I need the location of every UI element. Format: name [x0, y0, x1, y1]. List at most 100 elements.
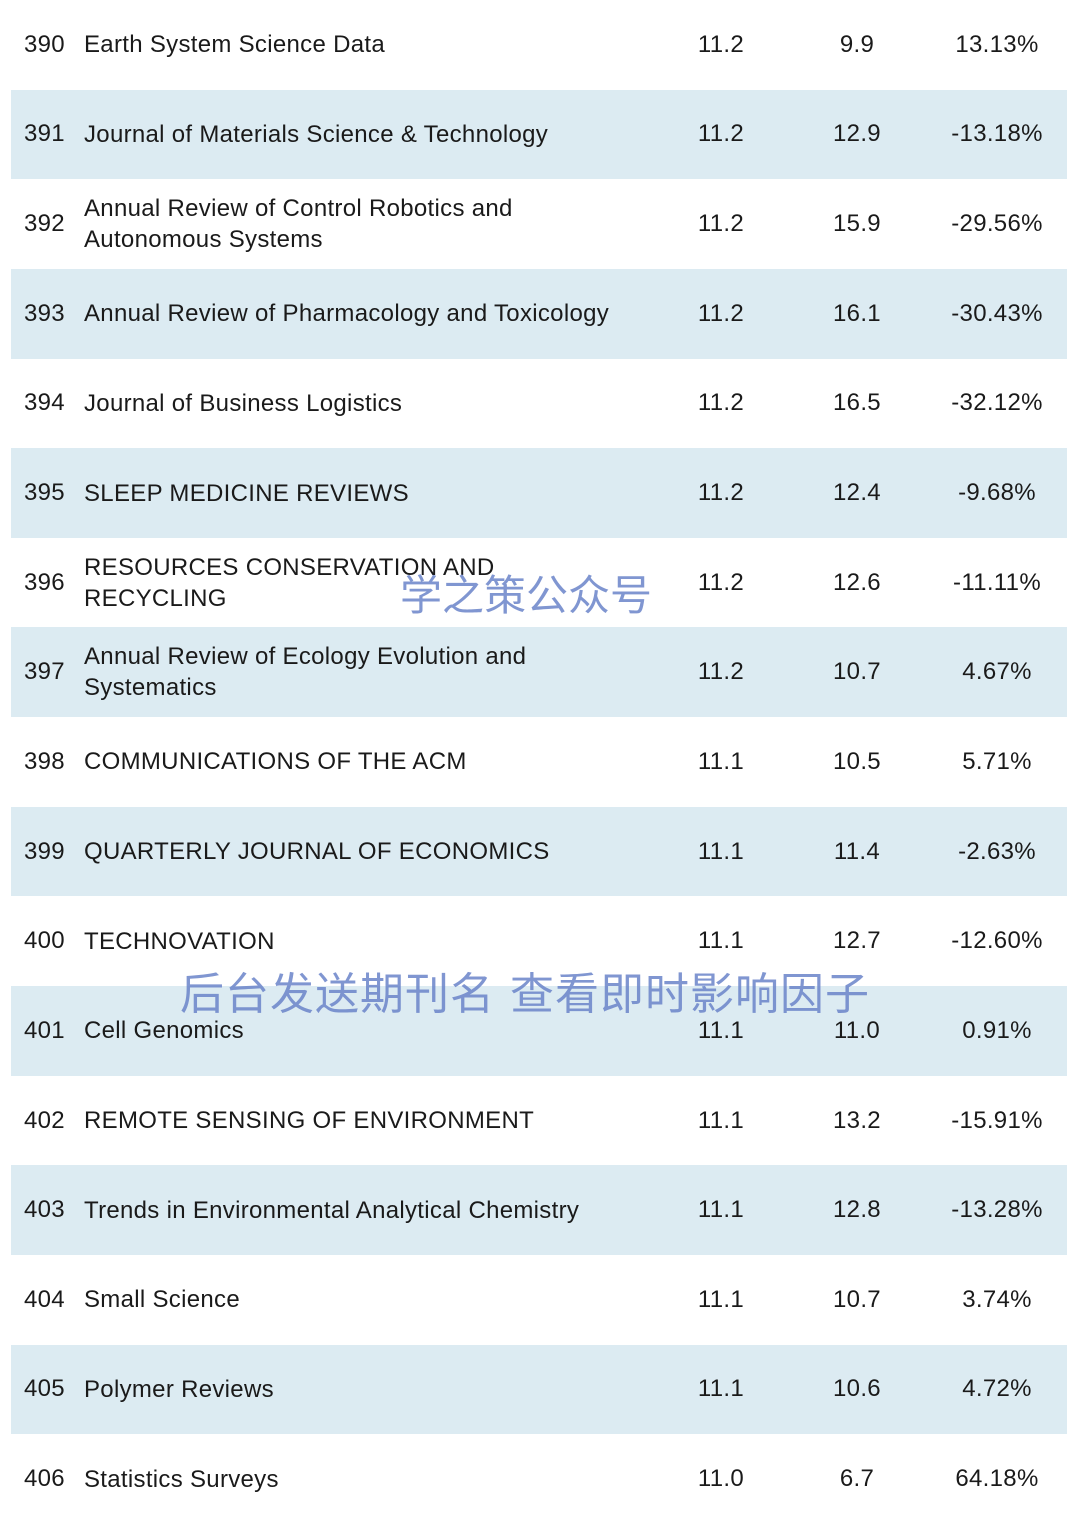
impact-factor-previous-cell: 15.9: [833, 210, 881, 238]
journal-name-cell: RESOURCES CONSERVATION AND RECYCLING: [84, 553, 495, 612]
journal-table: 390 Earth System Science Data 11.2 9.9 1…: [11, 0, 1067, 1524]
impact-factor-current-cell: 11.1: [697, 927, 745, 955]
impact-factor-current-cell: 11.2: [697, 30, 745, 58]
impact-factor-previous-cell: 12.4: [833, 479, 881, 507]
impact-factor-previous-cell: 9.9: [839, 30, 875, 58]
journal-name-cell: Annual Review of Control Robotics and Au…: [84, 195, 513, 254]
change-percent-cell: 64.18%: [955, 1465, 1039, 1493]
impact-factor-current-cell: 11.2: [697, 568, 745, 596]
change-percent-cell: -32.12%: [951, 389, 1043, 417]
impact-factor-current-cell: 11.0: [697, 1465, 745, 1493]
impact-factor-current-cell: 11.1: [697, 837, 745, 865]
rank-cell: 390: [24, 30, 65, 58]
change-percent-cell: -15.91%: [951, 1106, 1043, 1134]
impact-factor-current-cell: 11.2: [697, 210, 745, 238]
journal-name-cell: Small Science: [84, 1286, 240, 1314]
impact-factor-current-cell: 11.2: [697, 120, 745, 148]
impact-factor-current-cell: 11.1: [697, 1106, 745, 1134]
rank-cell: 398: [24, 747, 65, 775]
impact-factor-previous-cell: 13.2: [833, 1106, 881, 1134]
journal-name-cell: TECHNOVATION: [84, 927, 275, 955]
change-percent-cell: -9.68%: [958, 479, 1036, 507]
journal-name-cell: QUARTERLY JOURNAL OF ECONOMICS: [84, 838, 550, 866]
impact-factor-previous-cell: 10.7: [833, 658, 881, 686]
journal-name-cell: REMOTE SENSING OF ENVIRONMENT: [84, 1107, 535, 1134]
table-row: 405 Polymer Reviews 11.1 10.6 4.72%: [11, 1344, 1067, 1435]
table-row: 402 REMOTE SENSING OF ENVIRONMENT 11.1 1…: [11, 1076, 1067, 1166]
change-percent-cell: 4.72%: [962, 1375, 1032, 1403]
impact-factor-current-cell: 11.2: [697, 479, 745, 507]
impact-factor-previous-cell: 16.1: [833, 299, 881, 327]
rank-cell: 405: [24, 1375, 65, 1403]
journal-name-cell: COMMUNICATIONS OF THE ACM: [84, 748, 467, 776]
rank-cell: 406: [24, 1465, 65, 1493]
impact-factor-current-cell: 11.1: [697, 1285, 745, 1313]
table-row: 398 COMMUNICATIONS OF THE ACM 11.1 10.5 …: [11, 717, 1067, 807]
impact-factor-current-cell: 11.2: [697, 389, 745, 417]
table-row: 395 SLEEP MEDICINE REVIEWS 11.2 12.4 -9.…: [11, 448, 1067, 538]
change-percent-cell: -13.18%: [951, 120, 1043, 148]
table-row: 404 Small Science 11.1 10.7 3.74%: [11, 1255, 1067, 1345]
impact-factor-current-cell: 11.2: [697, 299, 745, 327]
rank-cell: 396: [24, 568, 65, 596]
journal-name-cell: Annual Review of Pharmacology and Toxico…: [84, 300, 610, 328]
impact-factor-current-cell: 11.1: [697, 1375, 745, 1403]
change-percent-cell: -30.43%: [951, 299, 1043, 327]
journal-name-cell: Trends in Environmental Analytical Chemi…: [84, 1196, 580, 1224]
impact-factor-current-cell: 11.2: [697, 658, 745, 686]
impact-factor-previous-cell: 16.5: [833, 389, 881, 417]
rank-cell: 403: [24, 1196, 65, 1224]
impact-factor-current-cell: 11.1: [697, 1016, 745, 1044]
journal-name-cell: Earth System Science Data: [84, 31, 385, 59]
table-row: 400 TECHNOVATION 11.1 12.7 -12.60%: [11, 896, 1067, 986]
impact-factor-previous-cell: 10.5: [833, 747, 881, 775]
rank-cell: 391: [24, 120, 65, 148]
journal-name-cell: Journal of Business Logistics: [84, 389, 403, 417]
impact-factor-previous-cell: 11.0: [833, 1016, 881, 1044]
journal-name-cell: SLEEP MEDICINE REVIEWS: [84, 479, 409, 507]
change-percent-cell: -2.63%: [958, 837, 1036, 865]
journal-name-cell: Annual Review of Ecology Evolution and S…: [84, 643, 527, 702]
rank-cell: 394: [24, 389, 65, 417]
change-percent-cell: 13.13%: [955, 30, 1039, 58]
rank-cell: 393: [24, 299, 65, 327]
rank-cell: 400: [24, 927, 65, 955]
impact-factor-previous-cell: 12.8: [833, 1196, 881, 1224]
journal-name-cell: Polymer Reviews: [84, 1375, 274, 1403]
table-row: 397 Annual Review of Ecology Evolution a…: [11, 627, 1067, 718]
impact-factor-current-cell: 11.1: [697, 747, 745, 775]
change-percent-cell: 5.71%: [962, 747, 1032, 775]
rank-cell: 392: [24, 210, 65, 238]
journal-name-cell: Journal of Materials Science & Technolog…: [84, 120, 549, 148]
change-percent-cell: 0.91%: [962, 1016, 1032, 1044]
table-row: 406 Statistics Surveys 11.0 6.7 64.18%: [11, 1434, 1067, 1524]
change-percent-cell: -12.60%: [951, 927, 1043, 955]
impact-factor-previous-cell: 12.9: [833, 120, 881, 148]
table-row: 391 Journal of Materials Science & Techn…: [11, 89, 1067, 180]
table-row: 390 Earth System Science Data 11.2 9.9 1…: [11, 0, 1067, 90]
impact-factor-previous-cell: 12.6: [833, 568, 881, 596]
impact-factor-previous-cell: 10.6: [833, 1375, 881, 1403]
change-percent-cell: 3.74%: [962, 1285, 1032, 1313]
table-row: 394 Journal of Business Logistics 11.2 1…: [11, 359, 1067, 449]
change-percent-cell: 4.67%: [962, 658, 1032, 686]
table-row: 401 Cell Genomics 11.1 11.0 0.91%: [11, 986, 1067, 1076]
impact-factor-previous-cell: 12.7: [833, 927, 881, 955]
change-percent-cell: -11.11%: [953, 568, 1041, 596]
table-row: 403 Trends in Environmental Analytical C…: [11, 1165, 1067, 1255]
change-percent-cell: -29.56%: [951, 210, 1043, 238]
rank-cell: 397: [24, 658, 65, 686]
table-row: 392 Annual Review of Control Robotics an…: [11, 179, 1067, 269]
impact-factor-previous-cell: 10.7: [833, 1285, 881, 1313]
journal-name-cell: Statistics Surveys: [84, 1465, 279, 1493]
impact-factor-current-cell: 11.1: [697, 1196, 745, 1224]
rank-cell: 399: [24, 837, 65, 865]
journal-name-cell: Cell Genomics: [84, 1017, 244, 1045]
table-row: 399 QUARTERLY JOURNAL OF ECONOMICS 11.1 …: [11, 806, 1067, 897]
table-row: 393 Annual Review of Pharmacology and To…: [11, 268, 1067, 359]
table-row: 396 RESOURCES CONSERVATION AND RECYCLING…: [11, 538, 1067, 628]
impact-factor-previous-cell: 6.7: [839, 1465, 875, 1493]
rank-cell: 404: [24, 1285, 65, 1313]
rank-cell: 401: [24, 1016, 65, 1044]
change-percent-cell: -13.28%: [951, 1196, 1043, 1224]
